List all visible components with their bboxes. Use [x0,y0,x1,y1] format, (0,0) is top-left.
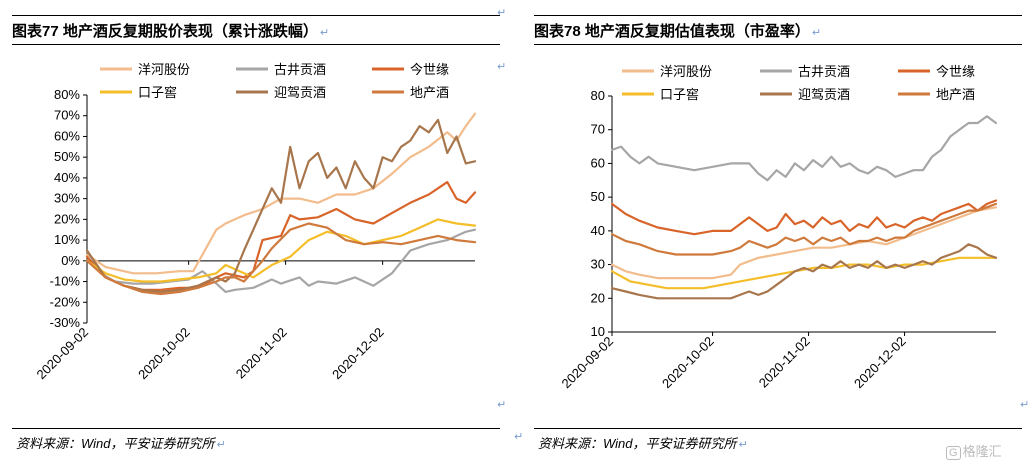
right-source-note: 资料来源：Wind，平安证券研究所 ↵ [538,436,748,451]
return-mark-icon: ↵ [497,399,507,411]
y-tick-label: 0% [61,253,80,268]
title-rule [12,44,500,45]
right-line-chart: 10 20 30 40 50 60 70 80 2020-09-02 2020-10-02 2020… [558,64,998,392]
x-tick-label: 2020-09-02 [33,325,91,383]
y-tick-label: 60 [591,155,605,170]
x-tick-label: 2020-12-02 [851,334,909,392]
x-tick-label: 2020-10-02 [659,334,717,392]
series-line [610,256,998,290]
y-tick-label: 60% [54,128,80,143]
y-tick-label: 80% [54,87,80,102]
legend-label: 口子窖 [138,85,177,100]
legend-label: 迎驾贡酒 [274,85,326,100]
bottom-rule [12,428,500,429]
series-line [610,202,998,256]
left-source-note: 资料来源：Wind，平安证券研究所 ↵ [16,436,226,451]
y-tick-label: -10% [50,274,81,289]
return-mark-icon: ↵ [514,431,524,443]
y-tick-label: 50 [591,189,605,204]
legend-label: 洋河股份 [138,62,190,77]
y-tick-label: -30% [50,315,81,330]
x-tick-label: 2020-11-02 [233,325,290,382]
legend-label: 古井贡酒 [274,62,326,77]
series-line [85,218,477,283]
left-line-chart: -30% -20% -10% 0% 10% 20% 30% 40% 50% 60% 70% 80% 20… [33,62,477,383]
watermark-logo-icon: G [946,446,961,460]
y-tick-label: 10% [54,232,80,247]
right-chart-panel: 图表78 地产酒反复期估值表现（市盈率） ↵ 10 20 30 40 50 60 70 80 20… [514,0,1034,470]
series-line [610,115,998,182]
top-rule [534,15,1022,16]
series-line [610,243,998,300]
return-mark-icon: ↵ [216,439,226,451]
y-tick-label: 30% [54,191,80,206]
watermark-logo: G 格隆汇 [946,441,1002,460]
x-tick-label: 2020-11-02 [756,334,813,391]
legend-label: 地产酒 [410,85,449,100]
legend-label: 古井贡酒 [798,64,850,79]
left-chart-panel: 图表77 地产酒反复期股价表现（累计涨跌幅） ↵ -30% -20% -10% 0% 10… [0,0,512,470]
series-line [85,222,477,296]
y-tick-label: 20 [591,290,605,305]
return-mark-icon: ↵ [738,439,748,451]
series-line [85,118,477,293]
y-tick-label: -20% [50,294,81,309]
left-chart-title: 图表77 地产酒反复期股价表现（累计涨跌幅） ↵ [12,23,330,40]
x-tick-label: 2020-12-02 [329,325,387,383]
legend-label: 今世缘 [410,62,449,77]
right-chart-title: 图表78 地产酒反复期估值表现（市盈率） ↵ [534,23,822,40]
y-tick-label: 80 [591,88,605,103]
series-line [610,206,998,280]
top-rule [12,15,500,16]
return-mark-icon: ↵ [319,27,330,39]
return-mark-icon: ↵ [497,7,507,19]
watermark-text: 格隆汇 [962,444,1002,459]
bottom-rule [534,428,1022,429]
legend-label: 洋河股份 [660,64,712,79]
title-rule [534,44,1022,45]
legend-label: 今世缘 [936,64,975,79]
x-tick-label: 2020-10-02 [135,325,193,383]
legend-label: 地产酒 [936,87,975,102]
series-line [85,228,477,293]
x-tick-label: 2020-09-02 [558,334,616,392]
y-tick-label: 40% [54,170,80,185]
y-tick-label: 10 [591,324,605,339]
series-line [85,181,477,291]
y-tick-label: 20% [54,211,80,226]
y-tick-label: 30 [591,257,605,272]
series-line [85,112,477,275]
y-tick-label: 40 [591,223,605,238]
series-line [610,199,998,236]
return-mark-icon: ↵ [811,27,822,39]
y-tick-label: 70 [591,122,605,137]
return-mark-icon: ↵ [497,61,507,73]
legend-label: 迎驾贡酒 [798,87,850,102]
y-tick-label: 70% [54,108,80,123]
return-mark-icon: ↵ [1020,399,1030,411]
legend-label: 口子窖 [660,87,699,102]
y-tick-label: 50% [54,149,80,164]
